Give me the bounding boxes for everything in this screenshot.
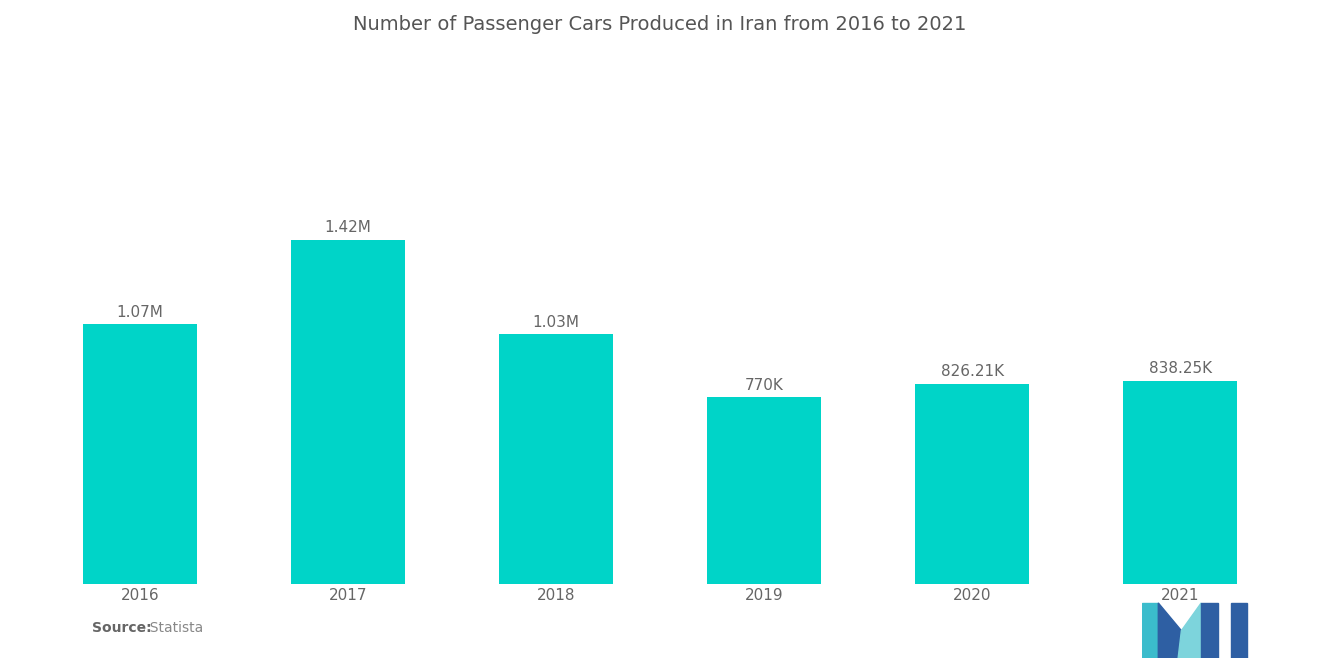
Bar <box>290 239 405 584</box>
Title: Number of Passenger Cars Produced in Iran from 2016 to 2021: Number of Passenger Cars Produced in Ira… <box>354 15 966 34</box>
Text: Source:: Source: <box>92 621 152 635</box>
Bar <box>83 325 197 584</box>
Text: 1.07M: 1.07M <box>116 305 164 320</box>
Text: 770K: 770K <box>744 378 784 393</box>
Polygon shape <box>1159 603 1181 658</box>
Polygon shape <box>1230 603 1247 658</box>
Text: 838.25K: 838.25K <box>1148 361 1212 376</box>
Bar <box>706 397 821 584</box>
Text: Statista: Statista <box>141 621 203 635</box>
Polygon shape <box>1177 603 1201 658</box>
Bar <box>499 334 614 584</box>
Text: 826.21K: 826.21K <box>941 364 1003 379</box>
Polygon shape <box>1142 603 1159 658</box>
Polygon shape <box>1201 603 1217 658</box>
Bar <box>1123 380 1237 584</box>
Bar <box>915 384 1030 584</box>
Text: 1.03M: 1.03M <box>532 315 579 330</box>
Text: 1.42M: 1.42M <box>325 220 371 235</box>
